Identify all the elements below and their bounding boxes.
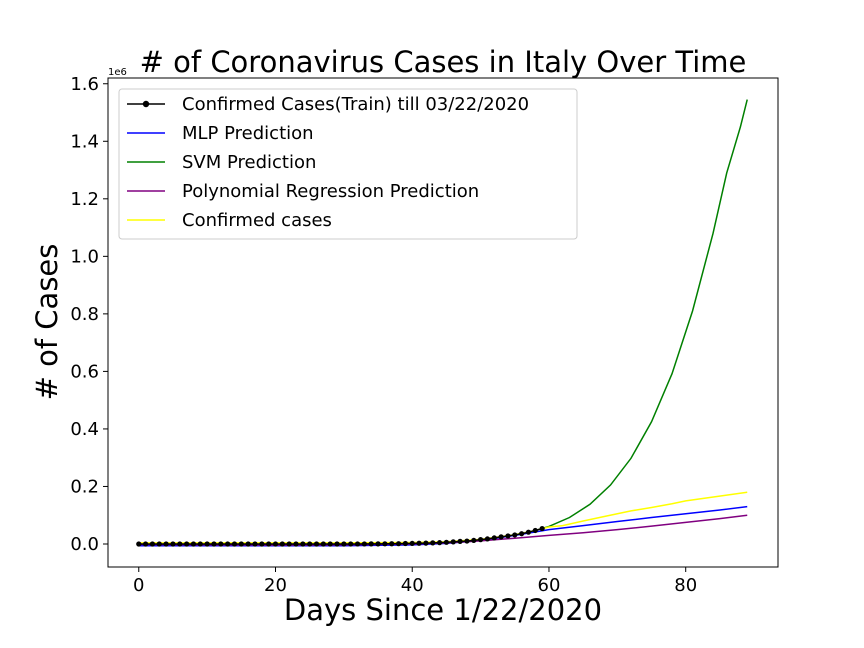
data-point xyxy=(225,541,231,547)
data-point xyxy=(348,541,354,547)
legend-label-3: Polynomial Regression Prediction xyxy=(182,181,479,202)
y-tick-label: 0.0 xyxy=(70,534,99,555)
data-point xyxy=(252,541,258,547)
y-tick-label: 0.6 xyxy=(70,361,99,382)
y-tick-label: 1.2 xyxy=(70,189,99,210)
data-point xyxy=(266,541,272,547)
data-point xyxy=(197,541,203,547)
data-point xyxy=(313,541,320,547)
data-point xyxy=(484,536,491,542)
data-point xyxy=(184,541,190,547)
legend-label-1: MLP Prediction xyxy=(182,123,314,144)
data-point xyxy=(211,541,217,547)
y-tick-label: 1.6 xyxy=(70,74,99,95)
data-point xyxy=(464,538,470,544)
legend-label-2: SVM Prediction xyxy=(182,152,316,173)
data-point xyxy=(136,541,142,547)
data-point xyxy=(143,541,149,547)
y-tick-label: 0.2 xyxy=(70,476,99,497)
legend-marker-0 xyxy=(142,100,150,108)
data-point xyxy=(498,534,504,540)
data-point xyxy=(272,541,279,547)
legend-label-0: Confirmed Cases(Train) till 03/22/2020 xyxy=(182,94,529,115)
data-point xyxy=(539,525,545,532)
data-point xyxy=(218,541,224,547)
legend-label-4: Confirmed cases xyxy=(182,210,332,231)
data-point xyxy=(505,533,511,539)
x-tick-label: 80 xyxy=(674,575,697,596)
data-point xyxy=(368,541,374,547)
data-point xyxy=(354,541,361,547)
data-point xyxy=(156,541,162,547)
y-tick-label: 0.8 xyxy=(70,304,99,325)
data-point xyxy=(402,540,408,547)
y-axis-offset-label: 1e6 xyxy=(108,67,127,78)
data-point xyxy=(382,541,388,547)
data-point xyxy=(170,541,176,547)
data-point xyxy=(279,541,285,547)
data-point xyxy=(423,540,429,546)
data-point xyxy=(491,535,497,541)
data-point xyxy=(532,527,538,534)
plot-frame xyxy=(107,77,779,568)
data-point xyxy=(471,537,477,544)
x-axis: 0 20 40 60 80 xyxy=(133,567,697,596)
data-point xyxy=(204,541,210,547)
data-point xyxy=(519,531,525,537)
data-point xyxy=(149,541,156,547)
x-tick-label: 0 xyxy=(133,575,144,596)
data-point xyxy=(177,541,183,547)
data-point xyxy=(512,532,518,538)
data-point xyxy=(286,541,292,547)
data-point xyxy=(259,541,265,547)
x-tick-label: 60 xyxy=(538,575,561,596)
data-point xyxy=(436,540,443,546)
y-axis-title: # of Cases xyxy=(30,244,64,401)
data-point xyxy=(231,541,238,547)
data-point xyxy=(525,529,532,535)
data-point xyxy=(416,540,422,546)
y-tick-label: 1.4 xyxy=(70,131,99,152)
data-point xyxy=(245,541,251,547)
data-point xyxy=(361,541,367,547)
data-point xyxy=(389,541,395,547)
y-tick-label: 1.0 xyxy=(70,246,99,267)
chart-title: # of Coronavirus Cases in Italy Over Tim… xyxy=(140,45,747,79)
data-point xyxy=(300,541,306,547)
data-point xyxy=(334,541,340,547)
legend-box xyxy=(118,88,578,240)
data-point xyxy=(450,539,456,545)
legend: Confirmed Cases(Train) till 03/22/2020 ML… xyxy=(118,88,578,240)
data-point xyxy=(395,541,402,547)
x-tick-label: 20 xyxy=(264,575,287,596)
data-point xyxy=(327,541,333,547)
x-tick-label: 40 xyxy=(401,575,424,596)
data-point xyxy=(307,541,313,547)
y-axis: 0.0 0.2 0.4 0.6 0.8 1.0 1.2 1.4 1.6 xyxy=(70,74,108,555)
plot-area xyxy=(107,77,779,568)
data-point xyxy=(190,541,197,547)
data-point xyxy=(238,541,244,547)
x-axis-title: Days Since 1/22/2020 xyxy=(284,593,602,627)
data-point xyxy=(293,541,299,547)
data-point xyxy=(375,541,381,547)
data-point xyxy=(443,539,450,545)
y-tick-label: 0.4 xyxy=(70,419,99,440)
data-point xyxy=(341,541,347,547)
data-point xyxy=(320,541,326,547)
data-point xyxy=(409,540,415,547)
data-point xyxy=(163,541,169,547)
data-point xyxy=(457,538,463,544)
data-point xyxy=(430,540,436,546)
data-point xyxy=(478,537,484,543)
